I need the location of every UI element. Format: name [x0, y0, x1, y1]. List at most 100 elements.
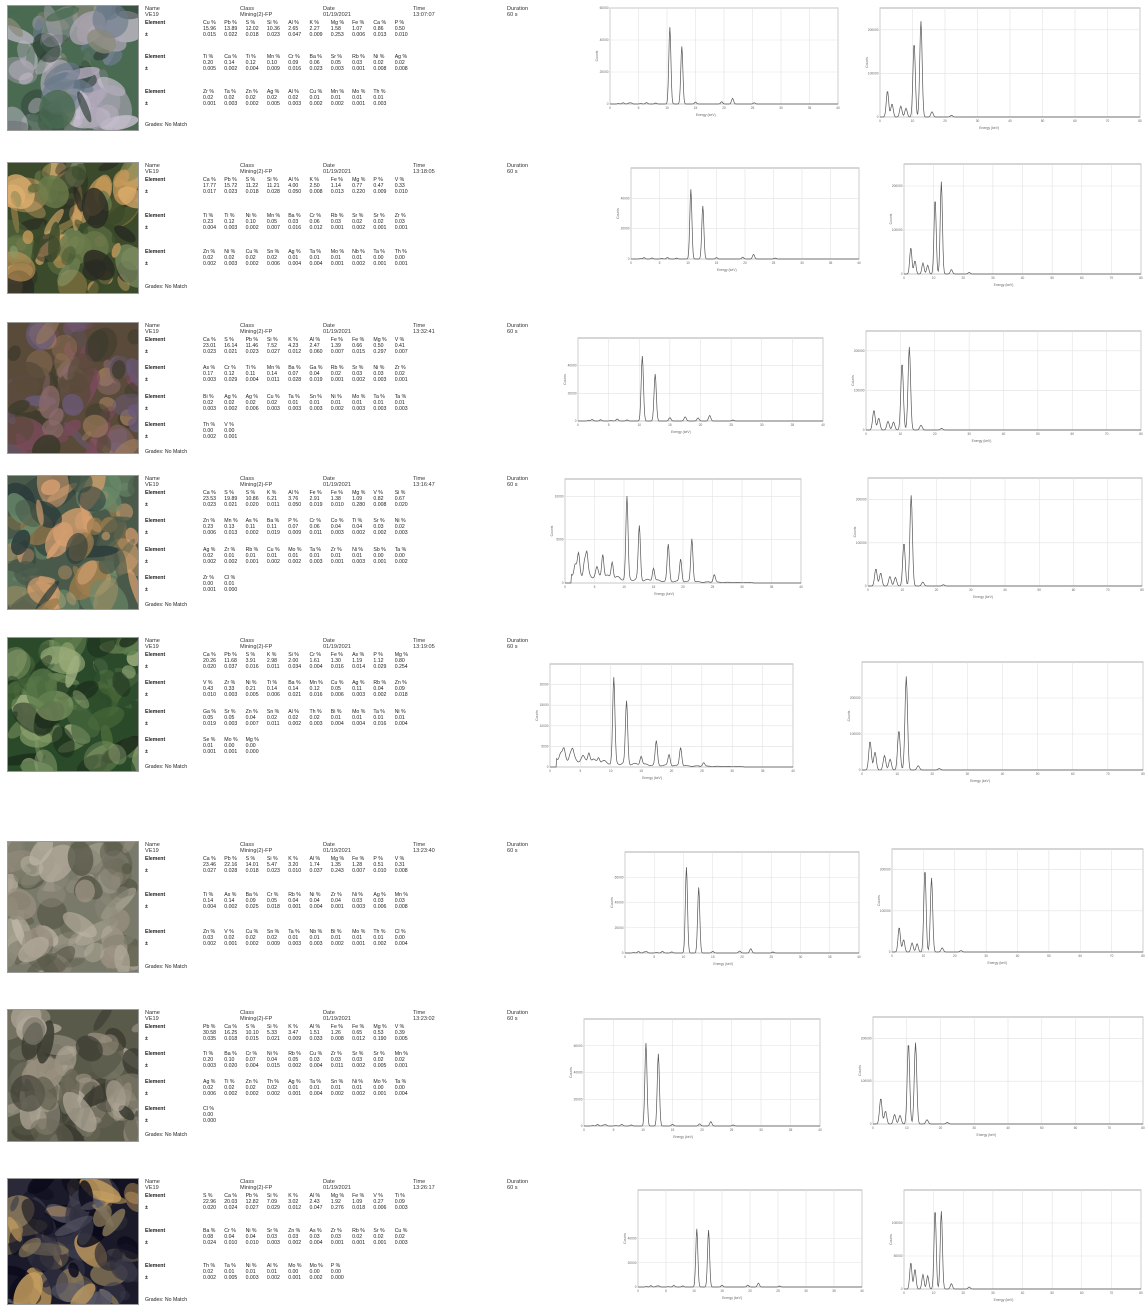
element-symbol: Sn % [309, 393, 322, 400]
x-tick-label: 50 [1041, 119, 1045, 123]
element-error: 0.010 [394, 189, 408, 195]
element-symbol: Mn % [224, 518, 238, 525]
element-error: 0.001 [288, 904, 302, 911]
element-header-label: Element [145, 1051, 166, 1058]
photo-texture-patch [128, 418, 138, 433]
element-symbol: Ta % [224, 1263, 236, 1269]
y-tick-label: 0 [901, 1287, 903, 1291]
photo-texture-patch [19, 760, 54, 771]
meta-value-name: VE19 [145, 329, 159, 335]
photo-texture-patch [103, 842, 122, 857]
element-symbol: Cu % [309, 1051, 323, 1058]
element-concentration: 1.30 [330, 658, 341, 664]
spectrum-line [625, 867, 859, 954]
x-tick-label: 30 [799, 955, 803, 959]
x-axis-label: Energy (keV) [654, 592, 674, 596]
element-symbol: Ta % [394, 546, 407, 553]
element-concentration: 23.53 [203, 496, 216, 502]
x-tick-label: 0 [549, 769, 551, 773]
element-error: 0.004 [203, 904, 216, 911]
element-symbol: Se % [203, 736, 216, 743]
element-error: 0.000 [224, 586, 238, 593]
element-symbol: Rb % [288, 1051, 301, 1058]
meta-value-class: Mining(2)-FP [240, 12, 273, 18]
x-tick-label: 0 [891, 954, 893, 958]
element-symbol: Fe % [330, 1024, 343, 1030]
x-tick-label: 30 [760, 423, 764, 427]
photo-texture-patch [17, 864, 32, 873]
element-error: 0.006 [352, 32, 366, 38]
element-symbol: Ta % [309, 249, 322, 255]
element-error: 0.004 [309, 1240, 323, 1246]
element-concentration: 20.26 [203, 658, 216, 664]
element-symbol: Fe % [330, 652, 343, 658]
element-concentration: 0.04 [330, 898, 341, 905]
photo-texture-patch [63, 323, 94, 332]
meta-label-time: Time [413, 476, 426, 482]
element-concentration: 0.02 [245, 94, 256, 101]
element-concentration: 0.00 [330, 1269, 341, 1275]
element-concentration: 0.01 [224, 552, 235, 559]
x-tick-label: 10 [682, 955, 686, 959]
photo-texture-patch [58, 565, 72, 580]
element-error: 0.001 [330, 1240, 344, 1246]
element-row: Element ± Zr % 0.02 0.001 Ta % 0.02 0.003 Zn % 0.… [145, 89, 565, 107]
y-tick-label: 200000 [850, 696, 861, 700]
y-tick-label: 0 [859, 768, 861, 772]
sample-photo [7, 475, 139, 610]
x-tick-label: 40 [836, 106, 840, 110]
sigma-header-label: ± [145, 868, 148, 874]
element-symbol: S % [245, 1024, 256, 1030]
spectrum-line [868, 495, 1142, 587]
element-concentration: 2.43 [309, 1199, 320, 1205]
photo-texture-patch [10, 190, 22, 208]
element-symbol: Ta % [373, 393, 385, 400]
element-row: Element ± Ti % 0.20 0.005 Ca % 0.14 0.002 Ti % 0.… [145, 54, 565, 72]
spectrum-line [904, 181, 1141, 275]
element-header-label: Element [145, 892, 166, 899]
element-concentration: 0.33 [394, 183, 405, 189]
element-error: 0.019 [309, 377, 323, 384]
element-header-label: Element [145, 20, 166, 26]
element-symbol: Ni % [309, 892, 321, 899]
element-concentration: 0.03 [266, 1234, 277, 1240]
photo-texture-patch [93, 1010, 114, 1031]
y-tick-label: 200000 [854, 349, 865, 353]
photo-texture-patch [66, 323, 89, 332]
element-concentration: 11.46 [245, 343, 259, 349]
sigma-header-label: ± [145, 225, 148, 231]
element-error: 0.004 [352, 720, 366, 727]
element-error: 0.003 [394, 530, 408, 537]
photo-texture-patch [8, 878, 14, 893]
element-error: 0.003 [224, 100, 238, 107]
photo-texture-patch [43, 6, 63, 46]
element-symbol: Mg % [394, 652, 408, 658]
photo-texture-patch [108, 476, 135, 491]
element-concentration: 0.01 [373, 399, 384, 406]
element-symbol: Al % [266, 1263, 278, 1269]
element-symbol: Pb % [224, 856, 237, 862]
element-concentration: 0.01 [288, 1084, 299, 1091]
x-tick-label: 5 [608, 423, 610, 427]
element-symbol: Ni % [373, 365, 385, 372]
element-error: 0.001 [203, 100, 216, 107]
element-error: 0.006 [266, 261, 280, 267]
element-error: 0.007 [245, 720, 259, 727]
y-tick-label: 0 [889, 950, 891, 954]
element-symbol: Ba % [288, 365, 301, 372]
y-axis-label: Counts [865, 57, 869, 68]
element-concentration: 0.02 [266, 399, 277, 406]
element-row: Element ± Cl % 0.00 0.000 [145, 1106, 565, 1124]
element-error: 0.003 [203, 1063, 216, 1070]
x-axis-label: Energy (keV) [972, 439, 992, 443]
y-tick-label: 0 [877, 115, 879, 119]
element-concentration: 0.12 [245, 60, 256, 67]
element-concentration: 0.04 [245, 1234, 256, 1240]
x-tick-label: 80 [1138, 119, 1142, 123]
meta-label-duration: Duration [507, 638, 529, 644]
element-concentration: 0.01 [224, 1269, 235, 1275]
element-symbol: Fe % [352, 856, 365, 862]
element-concentration: 0.00 [373, 1084, 384, 1091]
element-error: 0.009 [266, 66, 280, 73]
element-symbol: Ag % [266, 88, 280, 95]
